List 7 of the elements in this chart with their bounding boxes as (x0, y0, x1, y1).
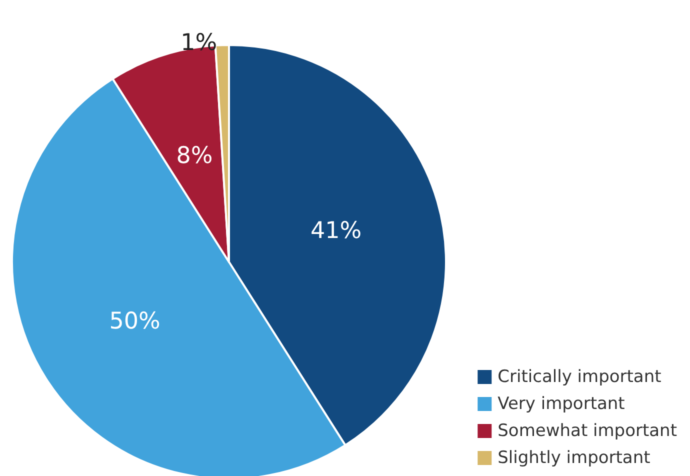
data-label: 8% (176, 142, 213, 169)
data-label: 41% (310, 218, 362, 244)
data-label: 50% (109, 308, 160, 335)
legend-label: Very important (498, 394, 626, 414)
legend-label: Critically important (498, 367, 662, 387)
legend-label: Slightly important (498, 448, 651, 468)
legend-label: Somewhat important (498, 421, 678, 441)
